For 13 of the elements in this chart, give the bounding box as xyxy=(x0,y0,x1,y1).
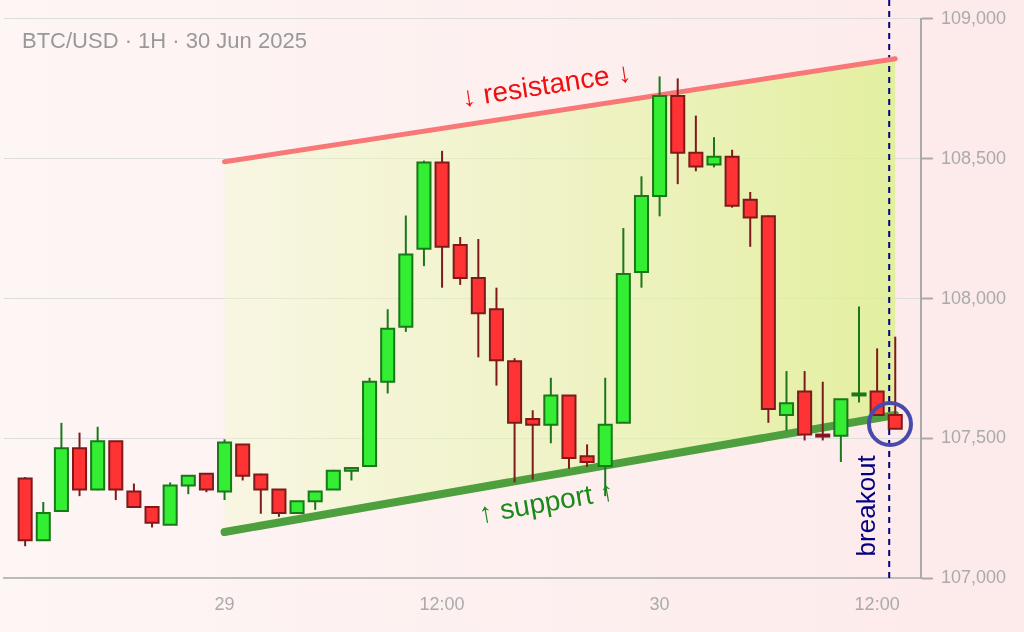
annotation: ↑ support ↑ xyxy=(476,475,617,530)
chart-title: BTC/USD · 1H · 30 Jun 2025 xyxy=(22,28,307,54)
ref-line-label: breakout xyxy=(851,454,882,557)
annotation: ↓ resistance ↓ xyxy=(459,56,634,113)
x-tick-label: 30 xyxy=(649,594,670,615)
x-tick-label: 12:00 xyxy=(419,594,465,615)
x-tick-label: 12:00 xyxy=(854,594,900,615)
y-tick-label: 108,500 xyxy=(940,147,1007,168)
y-tick-label: 109,000 xyxy=(940,7,1007,28)
y-tick-label: 107,500 xyxy=(940,427,1007,448)
y-tick-label: 107,000 xyxy=(940,567,1007,588)
y-tick-label: 108,000 xyxy=(940,287,1007,308)
x-tick-label: 29 xyxy=(214,594,235,615)
